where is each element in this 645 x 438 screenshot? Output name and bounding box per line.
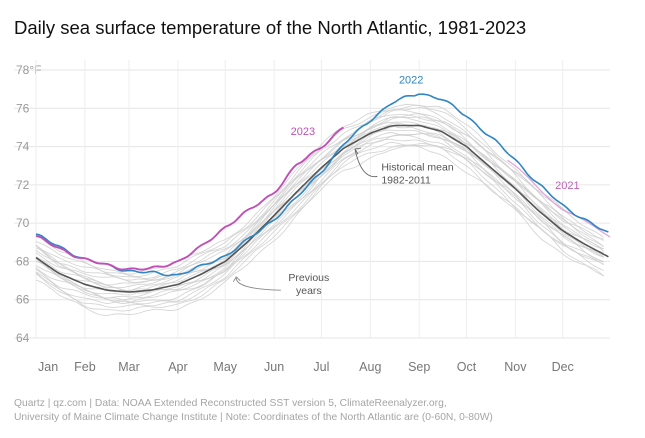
x-tick-label: Sep [408, 360, 430, 374]
x-tick-label: Jul [313, 360, 329, 374]
x-tick-label: Mar [118, 360, 140, 374]
x-tick-label: Jun [264, 360, 284, 374]
label-2023: 2023 [291, 126, 315, 138]
source-note: Quartz | qz.com | Data: NOAA Extended Re… [14, 397, 493, 425]
source-line-2: University of Maine Climate Change Insti… [14, 412, 493, 423]
x-tick-label: Oct [457, 360, 477, 374]
previous-year-line [35, 116, 604, 291]
label-historical-mean-years: 1982-2011 [381, 174, 431, 186]
x-tick-label: May [213, 360, 237, 374]
x-tick-label: Jan [38, 360, 58, 374]
previous-year-line [35, 144, 604, 316]
source-line-1: Quartz | qz.com | Data: NOAA Extended Re… [14, 398, 447, 409]
x-tick-label: Nov [504, 360, 527, 374]
series-line-2023 [35, 126, 345, 271]
previous-year-line [35, 114, 604, 283]
x-tick-label: Dec [552, 360, 574, 374]
series-line-historical-mean [35, 124, 609, 293]
line-chart: 64 66 68 70 72 74 76 78°F Jan Feb Mar Apr May Jun Jul A… [14, 60, 611, 374]
previous-year-line [35, 124, 604, 294]
previous-year-line [35, 104, 604, 275]
previous-years-arrowhead [232, 276, 241, 283]
historical-mean-arrowhead [354, 147, 362, 155]
previous-year-line [35, 109, 604, 281]
label-2022: 2022 [399, 74, 423, 86]
y-tick-label: 68 [16, 254, 30, 268]
label-previous-years: Previous [288, 272, 329, 284]
label-historical-mean: Historical mean [381, 161, 454, 173]
previous-year-line [35, 129, 604, 299]
previous-years-arrow [235, 276, 281, 291]
historical-mean-arrow [354, 148, 378, 178]
label-2021: 2021 [555, 180, 579, 192]
previous-year-line [35, 104, 604, 277]
previous-year-line [35, 121, 604, 293]
series-line-2021 [507, 159, 611, 238]
y-tick-label: 66 [16, 293, 30, 307]
label-previous-years-2: years [296, 285, 322, 297]
x-tick-label: Aug [359, 360, 381, 374]
y-tick-label: 72 [16, 178, 30, 192]
y-tick-label: 70 [16, 216, 30, 230]
y-tick-label: 64 [16, 331, 30, 345]
y-tick-label: 78°F [16, 63, 41, 77]
x-tick-label: Apr [168, 360, 187, 374]
y-tick-label: 74 [16, 140, 30, 154]
x-tick-label: Feb [74, 360, 96, 374]
previous-year-line [35, 107, 604, 279]
chart-title: Daily sea surface temperature of the Nor… [14, 17, 527, 38]
y-tick-label: 76 [16, 101, 30, 115]
previous-year-line [35, 116, 604, 289]
series-line-2022 [35, 93, 609, 277]
